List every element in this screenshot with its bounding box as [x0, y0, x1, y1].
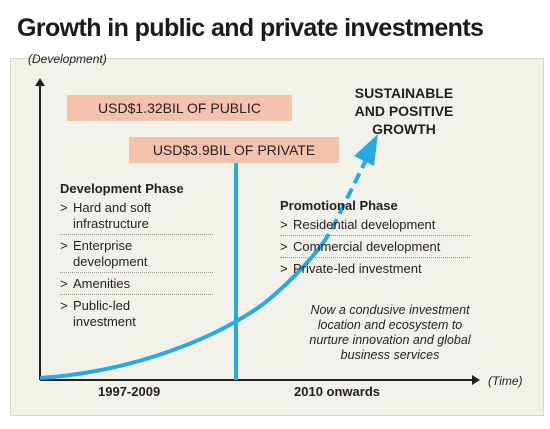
bullet-marker: >	[60, 238, 68, 253]
item-line: Public-led	[73, 298, 131, 313]
development-phase: Development Phase > Hard and soft infras…	[60, 181, 213, 335]
development-phase-item: > Hard and soft infrastructure	[60, 200, 213, 235]
note-line: Now a condusive investment	[310, 303, 470, 317]
ecosystem-note: Now a condusive investment location and …	[290, 303, 490, 363]
promotional-phase-item: > Residential development	[280, 217, 470, 236]
bullet-marker: >	[60, 200, 68, 215]
note-line: business services	[340, 348, 440, 362]
development-phase-heading: Development Phase	[60, 181, 184, 196]
item-line: investment	[73, 314, 136, 329]
item-line: Private-led investment	[293, 261, 422, 276]
growth-label-line: GROWTH	[372, 121, 436, 137]
bullet-marker: >	[280, 239, 288, 254]
promotional-phase-heading: Promotional Phase	[280, 198, 398, 213]
item-line: development	[73, 254, 148, 269]
period-label-1997-2009: 1997-2009	[98, 384, 161, 399]
promotional-phase-item: > Commercial development	[280, 239, 470, 258]
public-investment-label: USD$1.32BIL OF PUBLIC	[67, 95, 292, 121]
x-axis-label: (Time)	[488, 374, 523, 388]
diagram-title: Growth in public and private investments	[17, 14, 484, 42]
item-line: Commercial development	[293, 239, 441, 254]
note-line: location and ecosystem to	[317, 318, 463, 332]
promotional-phase-item: > Private-led investment	[280, 261, 470, 279]
y-axis-label: (Development)	[28, 52, 107, 66]
growth-curve	[39, 232, 331, 380]
bullet-marker: >	[280, 261, 288, 276]
growth-label-line: SUSTAINABLE	[354, 85, 454, 101]
item-line: Amenities	[73, 276, 131, 291]
bullet-marker: >	[60, 298, 68, 313]
private-investment-label: USD$3.9BIL OF PRIVATE	[129, 137, 339, 163]
note-line: nurture innovation and global	[309, 333, 471, 347]
growth-arrow-dashed	[330, 159, 368, 230]
growth-label: SUSTAINABLE AND POSITIVE GROWTH	[338, 84, 470, 138]
item-line: Residential development	[293, 217, 436, 232]
development-phase-item: > Enterprise development	[60, 238, 213, 273]
development-phase-item: > Amenities	[60, 276, 213, 295]
item-line: Enterprise	[73, 238, 133, 253]
development-phase-item: > Public-led investment	[60, 298, 213, 332]
growth-arrowhead	[354, 134, 378, 166]
item-line: infrastructure	[73, 216, 149, 231]
promotional-phase-list: > Residential development > Commercial d…	[280, 217, 470, 279]
development-phase-list: > Hard and soft infrastructure > Enterpr…	[60, 200, 213, 332]
bullet-marker: >	[280, 217, 288, 232]
item-line: Hard and soft	[73, 200, 152, 215]
growth-label-line: AND POSITIVE	[354, 103, 454, 119]
bullet-marker: >	[60, 276, 68, 291]
promotional-phase: Promotional Phase > Residential developm…	[280, 198, 470, 282]
period-label-2010-onwards: 2010 onwards	[294, 384, 380, 399]
